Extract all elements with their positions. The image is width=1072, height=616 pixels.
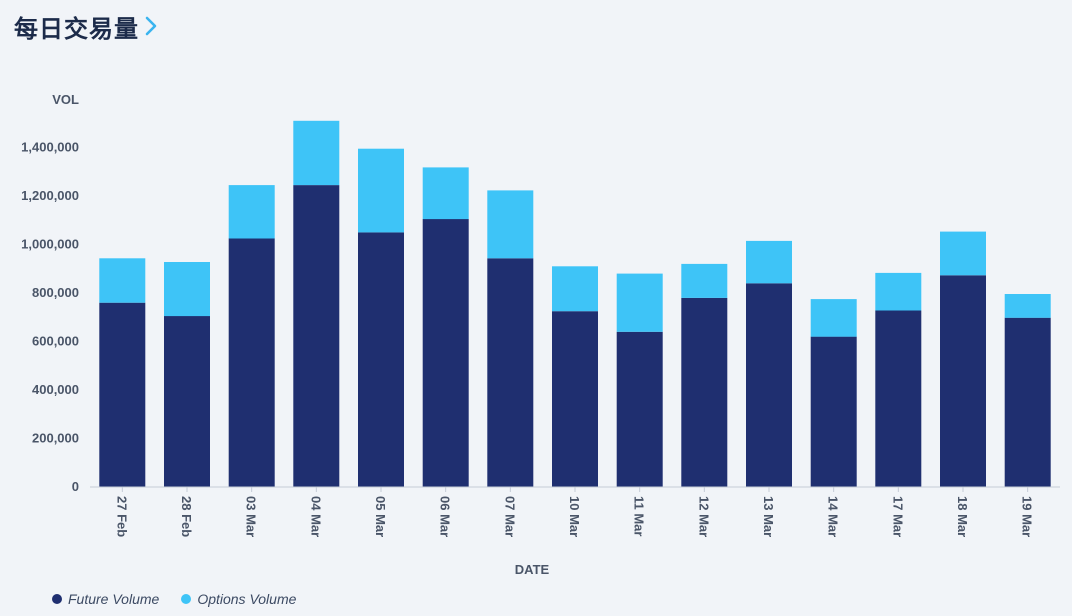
y-tick-label: 800,000	[32, 285, 79, 300]
x-tick-label: 28 Feb	[179, 496, 194, 537]
x-tick-label: 07 Mar	[502, 496, 517, 537]
bar-options-volume[interactable]	[552, 266, 598, 312]
y-tick-label: 1,400,000	[21, 140, 79, 155]
bar-options-volume[interactable]	[1004, 294, 1051, 318]
legend-item-options-volume[interactable]: Options Volume	[181, 591, 296, 607]
bar-future-volume[interactable]	[552, 311, 598, 487]
bar-future-volume[interactable]	[681, 297, 728, 487]
legend-dot-options	[181, 594, 192, 604]
x-tick-label: 17 Mar	[890, 496, 905, 537]
x-tick-label: 10 Mar	[567, 496, 582, 537]
bar-options-volume[interactable]	[164, 262, 210, 317]
chart-title-link[interactable]: 每日交易量	[14, 8, 159, 44]
bar-future-volume[interactable]	[487, 258, 534, 487]
bar-future-volume[interactable]	[746, 283, 792, 487]
bar-future-volume[interactable]	[940, 275, 986, 487]
bar-options-volume[interactable]	[875, 272, 922, 311]
bar-future-volume[interactable]	[875, 310, 922, 488]
bar-future-volume[interactable]	[99, 302, 146, 487]
x-tick-label: 14 Mar	[826, 496, 841, 537]
bar-future-volume[interactable]	[164, 316, 210, 487]
y-axis-title: VOL	[52, 92, 79, 107]
y-tick-label: 200,000	[32, 431, 79, 446]
legend-label-future: Future Volume	[68, 591, 160, 607]
bar-future-volume[interactable]	[228, 238, 275, 487]
y-tick-label: 600,000	[32, 334, 79, 349]
bar-options-volume[interactable]	[810, 299, 857, 337]
bar-options-volume[interactable]	[358, 148, 404, 233]
y-tick-label: 400,000	[32, 382, 79, 397]
stacked-bar-chart: VOL DATE 0 200,000 400,000 600,000 800,000 1,…	[21, 92, 1060, 577]
bar-options-volume[interactable]	[940, 231, 986, 276]
y-tick-label: 1,000,000	[21, 237, 79, 252]
page-title: 每日交易量	[14, 14, 139, 43]
bar-options-volume[interactable]	[293, 120, 340, 186]
bar-future-volume[interactable]	[1004, 317, 1051, 487]
x-tick-label: 12 Mar	[696, 496, 711, 537]
bar-options-volume[interactable]	[228, 185, 275, 239]
x-tick-label: 19 Mar	[1020, 496, 1035, 537]
bar-future-volume[interactable]	[358, 232, 404, 487]
bar-future-volume[interactable]	[422, 219, 469, 487]
x-tick-label: 13 Mar	[761, 496, 776, 537]
bar-options-volume[interactable]	[487, 190, 534, 259]
y-tick-label: 0	[72, 479, 79, 494]
legend-item-future-volume[interactable]: Future Volume	[52, 591, 159, 607]
bar-options-volume[interactable]	[422, 167, 469, 220]
bar-options-volume[interactable]	[616, 273, 663, 332]
bar-options-volume[interactable]	[99, 258, 146, 303]
x-tick-label: 18 Mar	[955, 496, 970, 537]
x-tick-label: 27 Feb	[114, 496, 129, 537]
x-tick-label: 05 Mar	[373, 496, 388, 537]
chevron-right-icon	[145, 16, 157, 36]
x-tick-label: 03 Mar	[244, 496, 259, 537]
bar-options-volume[interactable]	[681, 263, 728, 298]
legend: Future Volume Options Volume	[52, 591, 296, 607]
legend-label-options: Options Volume	[197, 591, 297, 607]
bar-future-volume[interactable]	[293, 185, 340, 487]
x-tick-label: 04 Mar	[308, 496, 323, 537]
y-axis-ticks: 0 200,000 400,000 600,000 800,000 1,000,000 1,…	[21, 140, 79, 495]
x-axis-ticks: 27 Feb 28 Feb 03 Mar 04 Mar 05 Mar 06 Mar 07 M…	[114, 487, 1035, 537]
x-tick-label: 11 Mar	[632, 496, 647, 536]
x-axis-title: DATE	[515, 562, 550, 577]
bar-future-volume[interactable]	[616, 331, 663, 487]
bars-group	[99, 120, 1051, 488]
legend-dot-future	[52, 594, 62, 604]
bar-future-volume[interactable]	[810, 336, 857, 487]
x-tick-label: 06 Mar	[438, 496, 453, 537]
y-tick-label: 1,200,000	[21, 188, 79, 203]
bar-options-volume[interactable]	[746, 240, 792, 284]
